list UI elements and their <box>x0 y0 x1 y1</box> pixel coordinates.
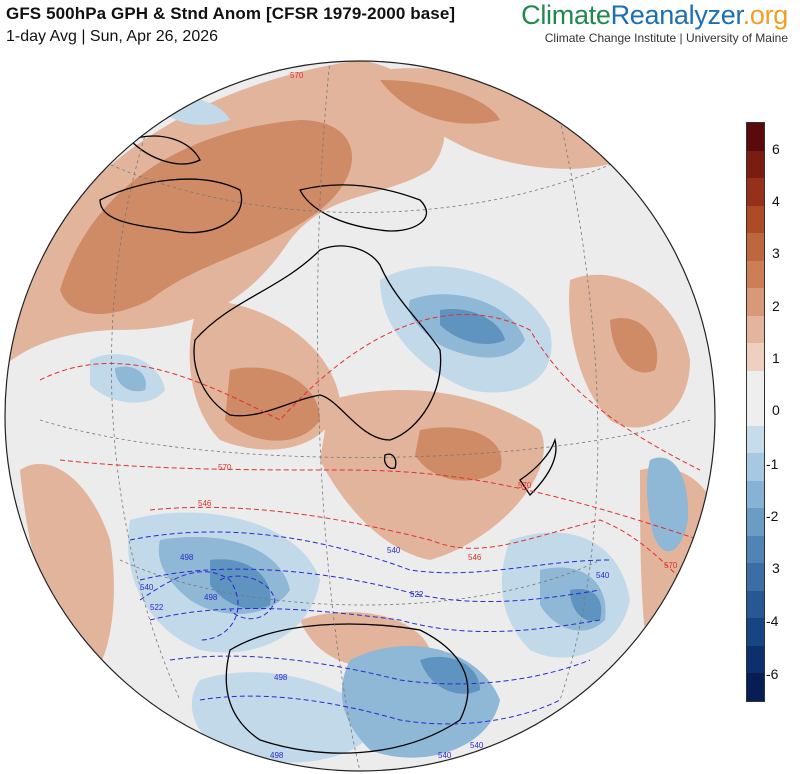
colorbar-segment <box>747 123 764 151</box>
colorbar-label: 0 <box>772 402 780 418</box>
map-subtitle: 1-day Avg | Sun, Apr 26, 2026 <box>6 28 219 45</box>
colorbar-label: 3 <box>772 245 780 261</box>
colorbar-segment <box>747 645 764 674</box>
colorbar-label: -6 <box>766 666 779 682</box>
height-contours <box>39 314 715 725</box>
globe-outline <box>4 60 716 772</box>
brand-part-climate: Climate <box>521 0 611 30</box>
contour-label: 540 <box>140 583 154 592</box>
colorbar-segment <box>747 673 764 701</box>
contour-label: 498 <box>180 553 194 562</box>
colorbar-segment <box>747 343 764 371</box>
colorbar-label: -1 <box>766 456 779 472</box>
colorbar-segment <box>747 508 764 536</box>
colorbar-segment <box>747 150 764 179</box>
contour-label: 498 <box>204 593 218 602</box>
contour-label: 570 <box>290 71 304 80</box>
brand-part-reanalyzer: Reanalyzer <box>610 0 743 30</box>
colorbar-segment <box>747 398 764 426</box>
colorbar-segment <box>747 425 764 454</box>
colorbar-segment <box>747 618 764 646</box>
colorbar-segment <box>747 178 764 206</box>
coastlines <box>99 135 557 754</box>
contour-label: 522 <box>150 603 164 612</box>
contour-label: 498 <box>270 751 284 760</box>
colorbar-segment <box>747 563 764 591</box>
contour-label: 570 <box>518 481 532 490</box>
colorbar-label: 2 <box>772 298 780 314</box>
contour-label: 540 <box>438 751 452 760</box>
colorbar-segment <box>747 315 764 344</box>
colorbar-label: 1 <box>772 350 780 366</box>
colorbar-segment <box>747 288 764 316</box>
colorbar <box>746 122 765 702</box>
colorbar-segment <box>747 370 764 399</box>
graticule <box>39 61 691 771</box>
contour-label: 522 <box>410 590 424 599</box>
colorbar-segment <box>747 260 764 289</box>
contour-label: 498 <box>274 673 288 682</box>
contour-label: 540 <box>470 741 484 750</box>
map-title: GFS 500hPa GPH & Stnd Anom [CFSR 1979-20… <box>6 4 456 23</box>
anomaly-field <box>5 61 715 771</box>
contour-label: 546 <box>468 553 482 562</box>
colorbar-label: -2 <box>766 508 779 524</box>
contour-label: 546 <box>198 499 212 508</box>
colorbar-label: 6 <box>772 141 780 157</box>
colorbar-segment <box>747 233 764 261</box>
colorbar-label: 4 <box>772 193 780 209</box>
contour-label: 540 <box>596 571 610 580</box>
colorbar-segment <box>747 480 764 509</box>
brand-logo[interactable]: ClimateReanalyzer.org <box>521 0 788 31</box>
colorbar-segment <box>747 590 764 619</box>
colorbar-label: 3 <box>772 560 780 576</box>
colorbar-segment <box>747 205 764 234</box>
contour-label: 540 <box>387 546 401 555</box>
institution-credit: Climate Change Institute | University of… <box>544 31 788 45</box>
colorbar-label: -4 <box>766 613 779 629</box>
colorbar-segment <box>747 535 764 564</box>
contour-label: 570 <box>664 561 678 570</box>
contour-labels: 570 570 546 546 570 570 540 522 540 498 … <box>140 71 678 760</box>
colorbar-segment <box>747 453 764 481</box>
brand-part-org: .org <box>742 0 789 30</box>
globe-map: 570 570 546 546 570 570 540 522 540 498 … <box>4 60 716 772</box>
contour-label: 570 <box>218 463 232 472</box>
